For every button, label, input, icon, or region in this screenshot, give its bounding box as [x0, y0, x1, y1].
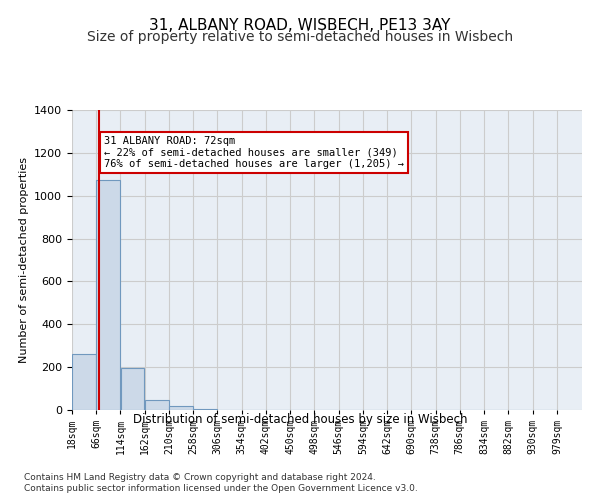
- Text: 31, ALBANY ROAD, WISBECH, PE13 3AY: 31, ALBANY ROAD, WISBECH, PE13 3AY: [149, 18, 451, 32]
- Text: Contains public sector information licensed under the Open Government Licence v3: Contains public sector information licen…: [24, 484, 418, 493]
- Bar: [193, 409, 217, 410]
- Bar: [169, 406, 193, 410]
- Text: Distribution of semi-detached houses by size in Wisbech: Distribution of semi-detached houses by …: [133, 412, 467, 426]
- Bar: [121, 368, 145, 410]
- Bar: [72, 354, 96, 410]
- Y-axis label: Number of semi-detached properties: Number of semi-detached properties: [19, 157, 29, 363]
- Bar: [97, 180, 120, 410]
- Text: Size of property relative to semi-detached houses in Wisbech: Size of property relative to semi-detach…: [87, 30, 513, 44]
- Text: 31 ALBANY ROAD: 72sqm
← 22% of semi-detached houses are smaller (349)
76% of sem: 31 ALBANY ROAD: 72sqm ← 22% of semi-deta…: [104, 136, 404, 169]
- Text: Contains HM Land Registry data © Crown copyright and database right 2024.: Contains HM Land Registry data © Crown c…: [24, 472, 376, 482]
- Bar: [145, 400, 169, 410]
